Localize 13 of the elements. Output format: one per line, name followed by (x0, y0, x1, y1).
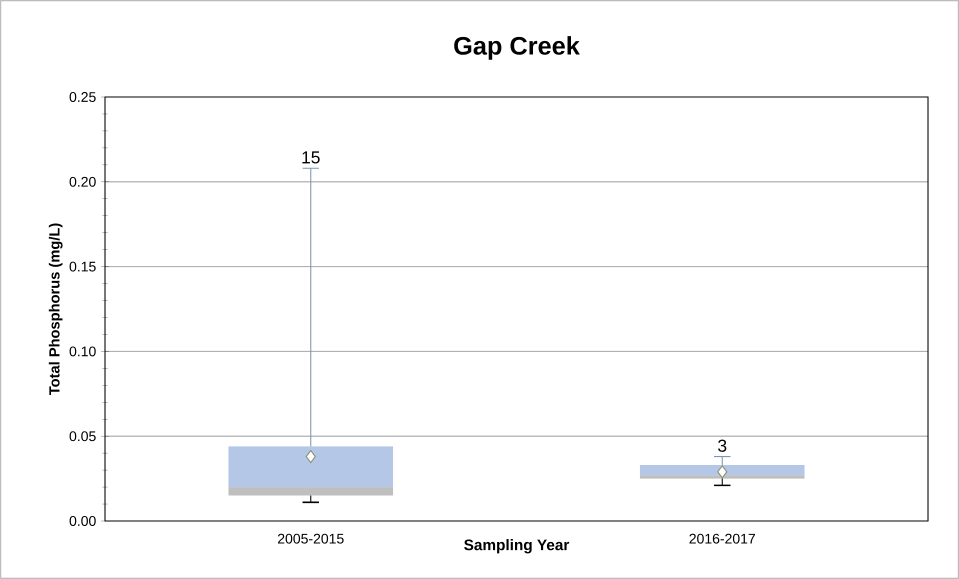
x-tick-label: 2005-2015 (278, 534, 344, 544)
annotation: 3 (718, 440, 726, 452)
y-tick-label: 0.15 (70, 262, 96, 272)
y-tick-label: 0.25 (70, 92, 96, 102)
chart-title: Gap Creek (454, 36, 580, 60)
x-axis-title: Sampling Year (464, 539, 570, 554)
y-tick-label: 0.00 (70, 516, 96, 526)
y-tick-label: 0.20 (70, 176, 96, 187)
y-tick-label: 0.05 (70, 431, 96, 442)
x-tick-label: 2016-2017 (689, 534, 755, 544)
y-axis-title: Total Phosphorus (mg/L) (48, 223, 63, 396)
annotation: 15 (302, 151, 320, 164)
y-tick-label: 0.10 (70, 346, 96, 356)
